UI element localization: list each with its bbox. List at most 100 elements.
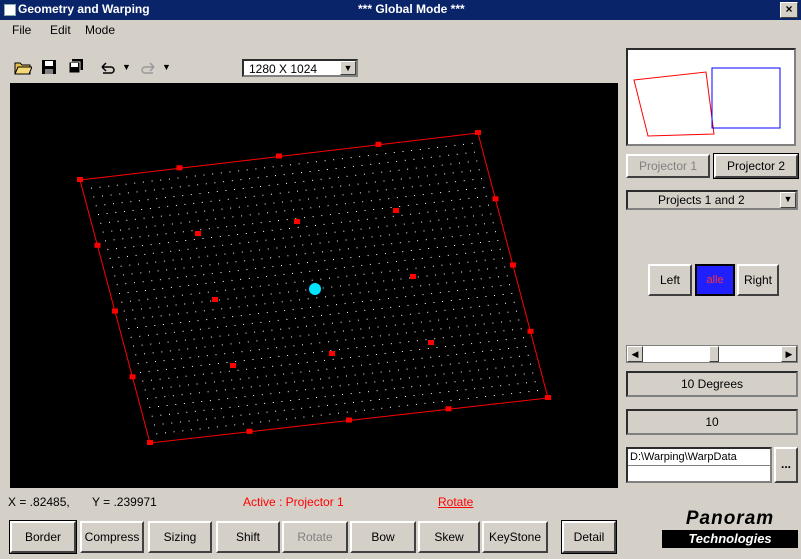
browse-button[interactable]: ... xyxy=(774,447,798,483)
grid-dot xyxy=(351,329,353,331)
grid-dot xyxy=(461,171,463,173)
grid-dot xyxy=(157,369,159,371)
grid-dot xyxy=(183,267,185,269)
border-control-point[interactable] xyxy=(510,262,516,268)
grid-dot xyxy=(415,267,417,269)
border-control-point[interactable] xyxy=(77,177,83,182)
grid-dot xyxy=(342,294,344,296)
grid-dot xyxy=(517,383,519,385)
inner-control-point[interactable] xyxy=(329,351,335,356)
projector-2-button[interactable]: Projector 2 xyxy=(713,153,799,179)
grid-dot xyxy=(244,260,246,262)
chevron-down-icon[interactable]: ▼ xyxy=(780,192,796,208)
grid-dot xyxy=(232,352,234,354)
grid-dot xyxy=(456,390,458,392)
border-control-point[interactable] xyxy=(527,328,534,334)
grid-dot xyxy=(121,301,123,303)
rotate-button[interactable]: Rotate xyxy=(282,521,348,553)
save-all-icon[interactable] xyxy=(66,58,84,76)
left-button[interactable]: Left xyxy=(648,264,692,296)
border-control-point[interactable] xyxy=(112,308,118,314)
border-control-point[interactable] xyxy=(445,406,452,412)
redo-dropdown-icon[interactable]: ▼ xyxy=(162,62,171,72)
grid-dot xyxy=(187,348,189,350)
bow-button[interactable]: Bow xyxy=(350,521,416,553)
skew-button[interactable]: Skew xyxy=(418,521,480,553)
resolution-select[interactable]: 1280 X 1024 ▼ xyxy=(242,59,358,77)
projects-select[interactable]: Projects 1 and 2 ▼ xyxy=(626,190,798,210)
grid-dot xyxy=(116,184,118,186)
grid-dot xyxy=(165,332,167,334)
border-control-point[interactable] xyxy=(246,428,253,434)
border-control-point[interactable] xyxy=(276,153,282,159)
grid-dot xyxy=(336,304,337,306)
grid-dot xyxy=(331,186,333,188)
color-indicator[interactable]: alle xyxy=(695,264,735,296)
redo-icon[interactable] xyxy=(140,58,158,76)
grid-dot xyxy=(237,270,239,272)
grid-dot xyxy=(254,367,256,369)
grid-dot xyxy=(262,294,264,296)
undo-dropdown-icon[interactable]: ▼ xyxy=(122,62,131,72)
sizing-button[interactable]: Sizing xyxy=(148,521,212,553)
grid-dot xyxy=(303,316,305,318)
grid-dot xyxy=(461,307,463,309)
grid-dot xyxy=(347,311,348,313)
chevron-down-icon[interactable]: ▼ xyxy=(340,61,356,75)
border-control-point[interactable] xyxy=(375,141,382,147)
grid-dot xyxy=(437,183,439,185)
border-control-point[interactable] xyxy=(545,395,551,400)
border-button[interactable]: Border xyxy=(9,520,77,554)
grid-dot xyxy=(446,182,448,184)
slider-thumb[interactable] xyxy=(709,346,719,362)
grid-dot xyxy=(266,411,268,413)
grid-dot xyxy=(327,404,328,406)
undo-icon[interactable] xyxy=(98,58,116,76)
shift-button[interactable]: Shift xyxy=(216,521,280,553)
grid-dot xyxy=(408,241,410,243)
projector-1-button[interactable]: Projector 1 xyxy=(626,154,710,178)
detail-button[interactable]: Detail xyxy=(561,520,617,554)
slider-left-arrow-icon[interactable]: ◀ xyxy=(627,346,643,362)
open-folder-icon[interactable] xyxy=(14,58,32,76)
grid-dot xyxy=(424,303,426,304)
slider-right-arrow-icon[interactable]: ▶ xyxy=(781,346,797,362)
border-control-point[interactable] xyxy=(129,374,136,380)
center-point[interactable] xyxy=(309,283,321,295)
menu-mode[interactable]: Mode xyxy=(85,23,116,37)
grid-dot xyxy=(318,405,320,407)
grid-dot xyxy=(445,145,447,147)
inner-control-point[interactable] xyxy=(212,297,218,302)
close-button[interactable]: × xyxy=(780,2,798,18)
grid-dot xyxy=(456,153,458,155)
warp-grid-svg[interactable] xyxy=(10,83,618,488)
path-field[interactable]: D:\Warping\WarpData xyxy=(626,447,772,483)
border-control-point[interactable] xyxy=(94,242,101,248)
grid-dot xyxy=(485,296,487,297)
inner-control-point[interactable] xyxy=(230,363,236,368)
inner-control-point[interactable] xyxy=(294,219,300,224)
border-control-point[interactable] xyxy=(346,417,352,423)
inner-control-point[interactable] xyxy=(428,340,434,345)
border-control-point[interactable] xyxy=(475,130,481,135)
menu-file[interactable]: File xyxy=(12,23,32,37)
right-button[interactable]: Right xyxy=(737,264,779,296)
menu-edit[interactable]: Edit xyxy=(50,23,71,37)
border-control-point[interactable] xyxy=(147,440,153,445)
inner-control-point[interactable] xyxy=(410,274,416,279)
grid-dot xyxy=(205,282,207,284)
save-icon[interactable] xyxy=(40,58,58,76)
degrees-slider[interactable]: ◀ ▶ xyxy=(626,345,798,363)
warp-canvas[interactable] xyxy=(10,83,618,488)
grid-dot xyxy=(390,306,392,308)
keystone-button[interactable]: KeyStone xyxy=(482,521,548,553)
grid-dot xyxy=(321,314,322,316)
grid-dot xyxy=(333,159,335,161)
border-control-point[interactable] xyxy=(492,196,499,202)
grid-dot xyxy=(465,252,467,254)
border-control-point[interactable] xyxy=(176,165,183,171)
inner-control-point[interactable] xyxy=(393,208,399,213)
grid-dot xyxy=(519,392,521,394)
compress-button[interactable]: Compress xyxy=(80,521,144,553)
inner-control-point[interactable] xyxy=(195,231,201,236)
